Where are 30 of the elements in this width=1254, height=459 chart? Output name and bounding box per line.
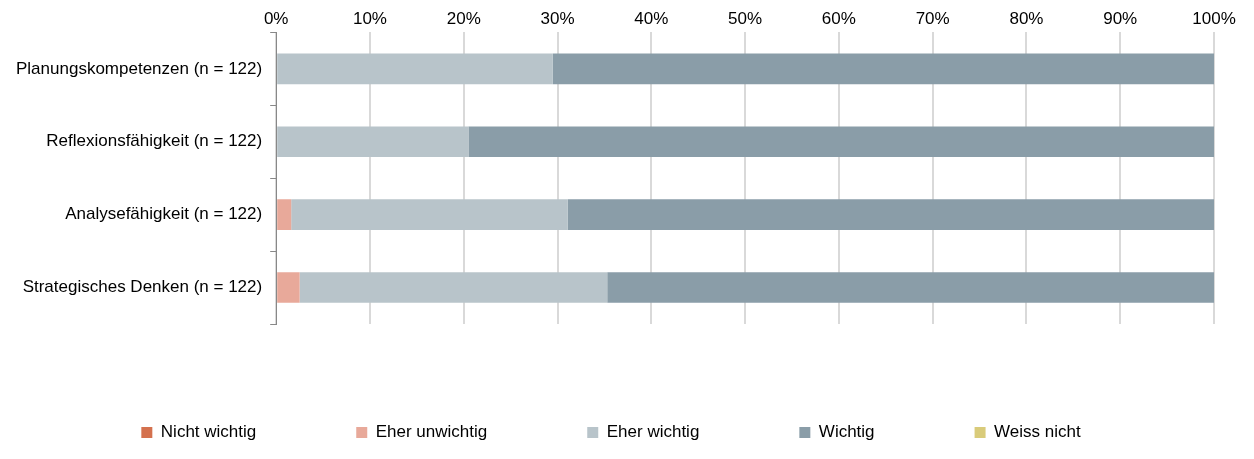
x-tick-label: 10% (352, 8, 387, 28)
x-tick-label: 100% (1192, 8, 1236, 28)
bar (468, 126, 1214, 158)
legend-label: Wichtig (818, 422, 875, 442)
legend-label: Eher wichtig (606, 422, 700, 442)
x-tick-label: 80% (1009, 8, 1044, 28)
x-tick-label: 20% (446, 8, 481, 28)
bar (567, 199, 1214, 230)
y-tick-label: Planungskompetenzen (n = 122) (15, 58, 263, 78)
y-tick-label: Strategisches Denken (n = 122) (22, 277, 263, 297)
x-tick-label: 50% (728, 8, 763, 28)
x-tick-label: 40% (634, 8, 669, 28)
bar (277, 272, 300, 303)
bar (277, 199, 292, 230)
bar (607, 272, 1214, 303)
x-tick-label: 0% (263, 8, 289, 28)
x-tick-label: 70% (915, 8, 950, 28)
bar (291, 199, 568, 230)
legend-label: Eher unwichtig (375, 422, 488, 442)
x-tick-label: 90% (1103, 8, 1138, 28)
legend-label: Weiss nicht (994, 422, 1081, 442)
bar (277, 53, 553, 85)
y-tick-label: Analysefähigkeit (n = 122) (65, 204, 263, 224)
bar (299, 272, 608, 303)
x-tick-label: 30% (540, 8, 575, 28)
x-tick-label: 60% (821, 8, 856, 28)
y-tick-label: Reflexionsfähigkeit (n = 122) (46, 131, 263, 151)
bar (277, 126, 469, 158)
legend-label: Nicht wichtig (160, 422, 257, 442)
bar (552, 53, 1214, 85)
